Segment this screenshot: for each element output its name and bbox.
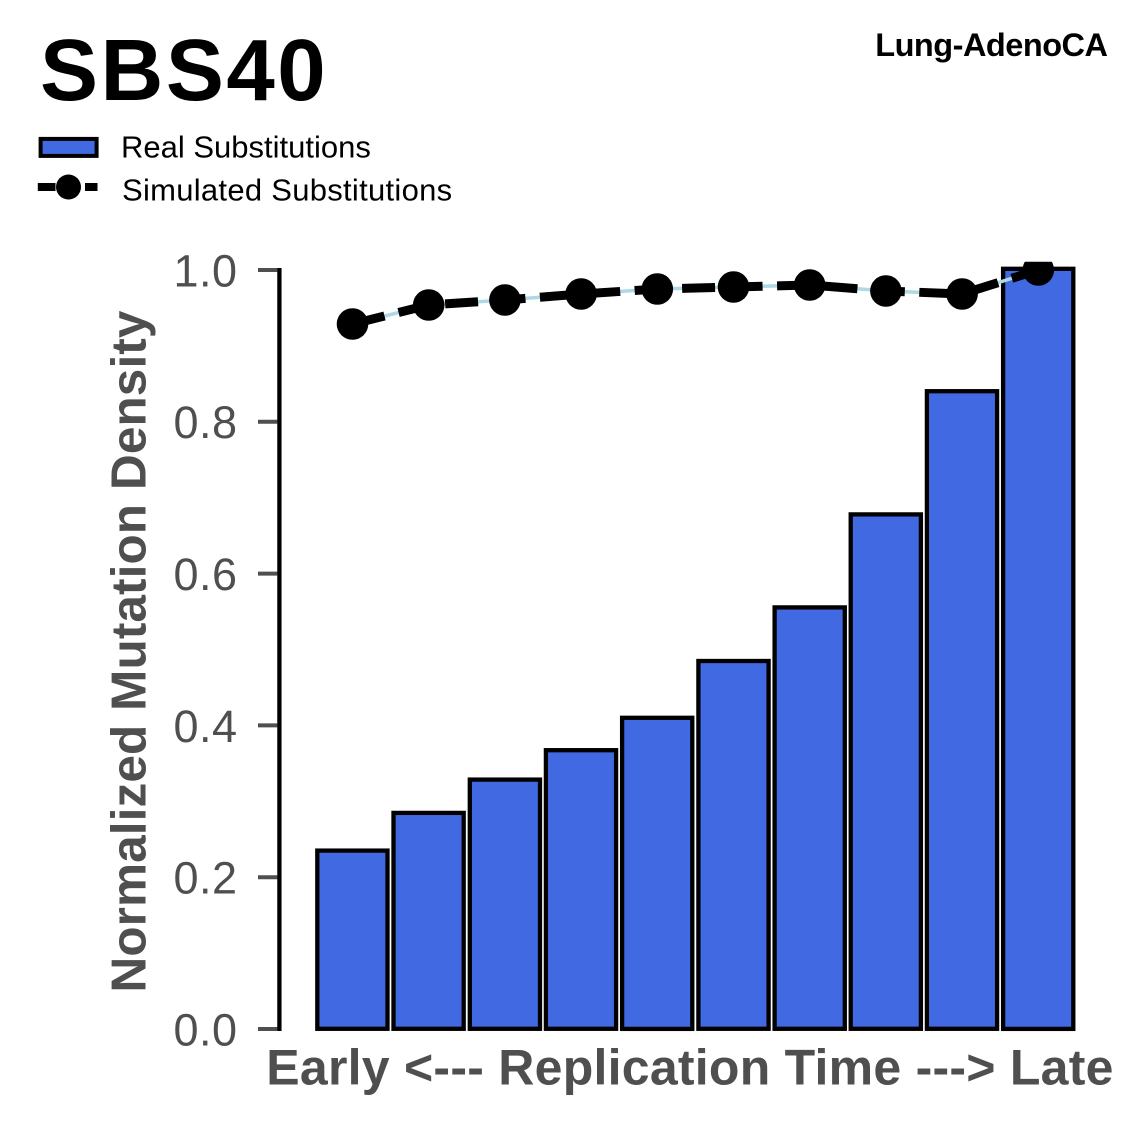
svg-text:0.0: 0.0 (173, 1004, 237, 1055)
svg-text:0.4: 0.4 (173, 701, 237, 752)
svg-text:Lung-AdenoCA: Lung-AdenoCA (875, 27, 1107, 63)
svg-text:1.0: 1.0 (173, 245, 237, 296)
svg-text:0.6: 0.6 (173, 549, 237, 600)
svg-text:Normalized Mutation Density: Normalized Mutation Density (102, 310, 157, 992)
svg-text:SBS40: SBS40 (40, 22, 328, 119)
svg-text:Simulated Substitutions: Simulated Substitutions (122, 173, 452, 208)
svg-text:Real Substitutions: Real Substitutions (121, 130, 371, 165)
svg-text:0.8: 0.8 (173, 397, 237, 448)
svg-text:Early <--- Replication Time --: Early <--- Replication Time ---> Late (266, 1040, 1113, 1096)
svg-text:0.2: 0.2 (173, 853, 237, 904)
